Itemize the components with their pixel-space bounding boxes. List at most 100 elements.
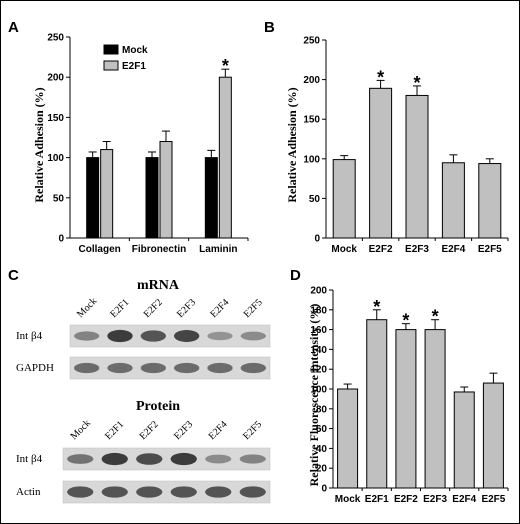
panel-b-category-label-e2f5: E2F5 [478,244,502,255]
mrna-band-gapdh-e2f5 [240,362,266,374]
panel-d-y-tick-label-20: 20 [316,464,328,475]
panel-d-y-axis-title: Relative Fluorescence Intensity (%) [307,304,321,487]
panel-d-bar-series-e2f3 [424,329,446,489]
panel-a-bar-e2f1-collagen [100,149,114,239]
panel-b-y-tick-label-0: 0 [314,234,320,245]
legend-label-mock: Mock [122,45,148,56]
panel-b-bar-series-e2f2 [369,87,393,239]
panel-a-y-axis-title: Relative Adhesion (%) [32,87,46,202]
protein-row-label-actin: Actin [16,486,41,498]
panel-a-bar-e2f1-fibronectin [159,141,173,239]
protein-band-actin-e2f4 [205,486,232,498]
mrna-band-int-4-e2f1 [107,329,133,343]
mrna-band-int-4-e2f4 [207,331,233,341]
mrna-band-gapdh-e2f2 [140,362,166,374]
panel-d-bar-series-e2f1 [366,319,388,489]
legend-swatch-e2f1 [103,60,119,71]
protein-band-actin-e2f3 [170,486,197,498]
panel-a-bar-mock-collagen [86,157,100,239]
panel-a-bar-mock-fibronectin [145,157,159,239]
panel-a-y-tick-label-150: 150 [47,113,64,124]
mrna-band-gapdh-mock [74,362,100,374]
panel-d-y-tick-label-200: 200 [310,286,327,297]
panel-b-significance-e2f2: * [377,67,384,87]
mrna-band-gapdh-e2f1 [107,362,133,374]
panel-d-y-tick-label-40: 40 [316,444,328,455]
mrna-band-int-4-e2f2 [140,330,166,342]
panel-d-category-label-e2f5: E2F5 [481,494,505,505]
mrna-row-label-int-4: Int β4 [16,330,43,342]
mrna-band-int-4-mock [74,331,100,341]
panel-a-y-tick-label-200: 200 [47,73,64,84]
protein-band-int-4-e2f3 [170,452,197,466]
panel-d-y-tick-label-120: 120 [310,365,327,376]
mrna-band-gapdh-e2f4 [207,362,233,374]
panel-a-bar-e2f1-laminin [218,76,232,239]
protein-band-actin-e2f5 [239,486,266,498]
mrna-band-gapdh-e2f3 [174,362,200,374]
protein-band-int-4-e2f5 [239,454,266,464]
panel-b-bar-series-e2f5 [478,163,502,239]
panel-a-label: A [8,19,19,36]
panel-d-significance-e2f1: * [373,297,380,317]
mrna-band-int-4-e2f3 [174,330,200,342]
panel-b-label: B [264,19,275,36]
legend-swatch-mock [103,44,119,55]
panel-d-significance-e2f3: * [432,307,439,327]
panel-b-y-tick-label-150: 150 [303,115,320,126]
panel-b-y-tick-label-250: 250 [303,36,320,47]
protein-band-int-4-e2f1 [101,452,128,466]
panel-d-bar-series-e2f4 [453,391,475,489]
panel-d-bar-series-e2f2 [395,329,417,489]
mrna-title: mRNA [137,278,180,293]
panel-a-y-tick-label-50: 50 [53,193,65,204]
panel-b-significance-e2f3: * [413,73,420,93]
protein-band-int-4-mock [67,454,94,464]
panel-a-category-label-laminin: Laminin [199,244,237,255]
panel-a: A Relative Adhesion (%) 0 50 100 150 200 250 C… [8,19,249,255]
protein-band-actin-mock [67,486,94,498]
panel-d-y-tick-label-0: 0 [321,484,327,495]
panel-b-category-label-e2f4: E2F4 [441,244,465,255]
panel-d-y-tick-label-180: 180 [310,305,327,316]
protein-band-int-4-e2f4 [205,454,232,464]
panel-d-y-tick-label-140: 140 [310,345,327,356]
protein-strip-actin [62,480,271,504]
panel-a-legend: Mock E2F1 [103,44,148,72]
panel-b-category-label-mock: Mock [331,244,357,255]
panel-b-y-axis-title: Relative Adhesion (%) [285,87,299,202]
panel-d-significance-e2f2: * [402,311,409,331]
panel-c-label: C [8,267,19,284]
protein-title: Protein [136,399,180,414]
protein-band-int-4-e2f2 [136,453,163,465]
panel-b-category-label-e2f3: E2F3 [405,244,429,255]
panel-b-bar-series-e2f3 [405,94,429,239]
panel-d-y-tick-label-100: 100 [310,385,327,396]
panel-a-category-label-collagen: Collagen [79,244,121,255]
panel-d-bar-series-e2f5 [482,382,504,489]
panel-d-category-label-e2f1: E2F1 [365,494,389,505]
mrna-row-label-gapdh: GAPDH [16,362,54,374]
panel-b-y-tick-label-200: 200 [303,75,320,86]
panel-d-y-tick-label-60: 60 [316,424,328,435]
panel-a-bar-mock-laminin [204,157,218,239]
protein-band-actin-e2f1 [101,486,128,498]
panel-d-y-tick-label-160: 160 [310,325,327,336]
panel-d-plot: 0 20 40 60 80 100 120 140 160 180 200 Mock E2F1 * E2F2… [310,286,509,505]
panel-d-label: D [290,267,301,284]
panel-d-bar-series-mock [337,388,359,489]
panel-d: D Relative Fluorescence Intensity (%) 0 2… [290,267,509,505]
panel-a-significance-laminin: * [222,56,229,76]
panel-b: B Relative Adhesion (%) 0 50 100 150 200 250 M… [264,19,509,255]
panel-a-y-tick-label-0: 0 [58,234,64,245]
legend-label-e2f1: E2F1 [122,61,146,72]
panel-b-bar-series-mock [332,159,356,239]
panel-d-category-label-e2f2: E2F2 [394,494,418,505]
protein-row-label-int-4: Int β4 [16,453,43,465]
panel-d-category-label-e2f3: E2F3 [423,494,447,505]
panel-a-plot: 0 50 100 150 200 250 Collagen Fibronectin Lamini… [47,33,249,255]
panel-d-y-tick-label-80: 80 [316,404,328,415]
panel-d-category-label-mock: Mock [335,494,361,505]
panel-a-y-tick-label-100: 100 [47,153,64,164]
